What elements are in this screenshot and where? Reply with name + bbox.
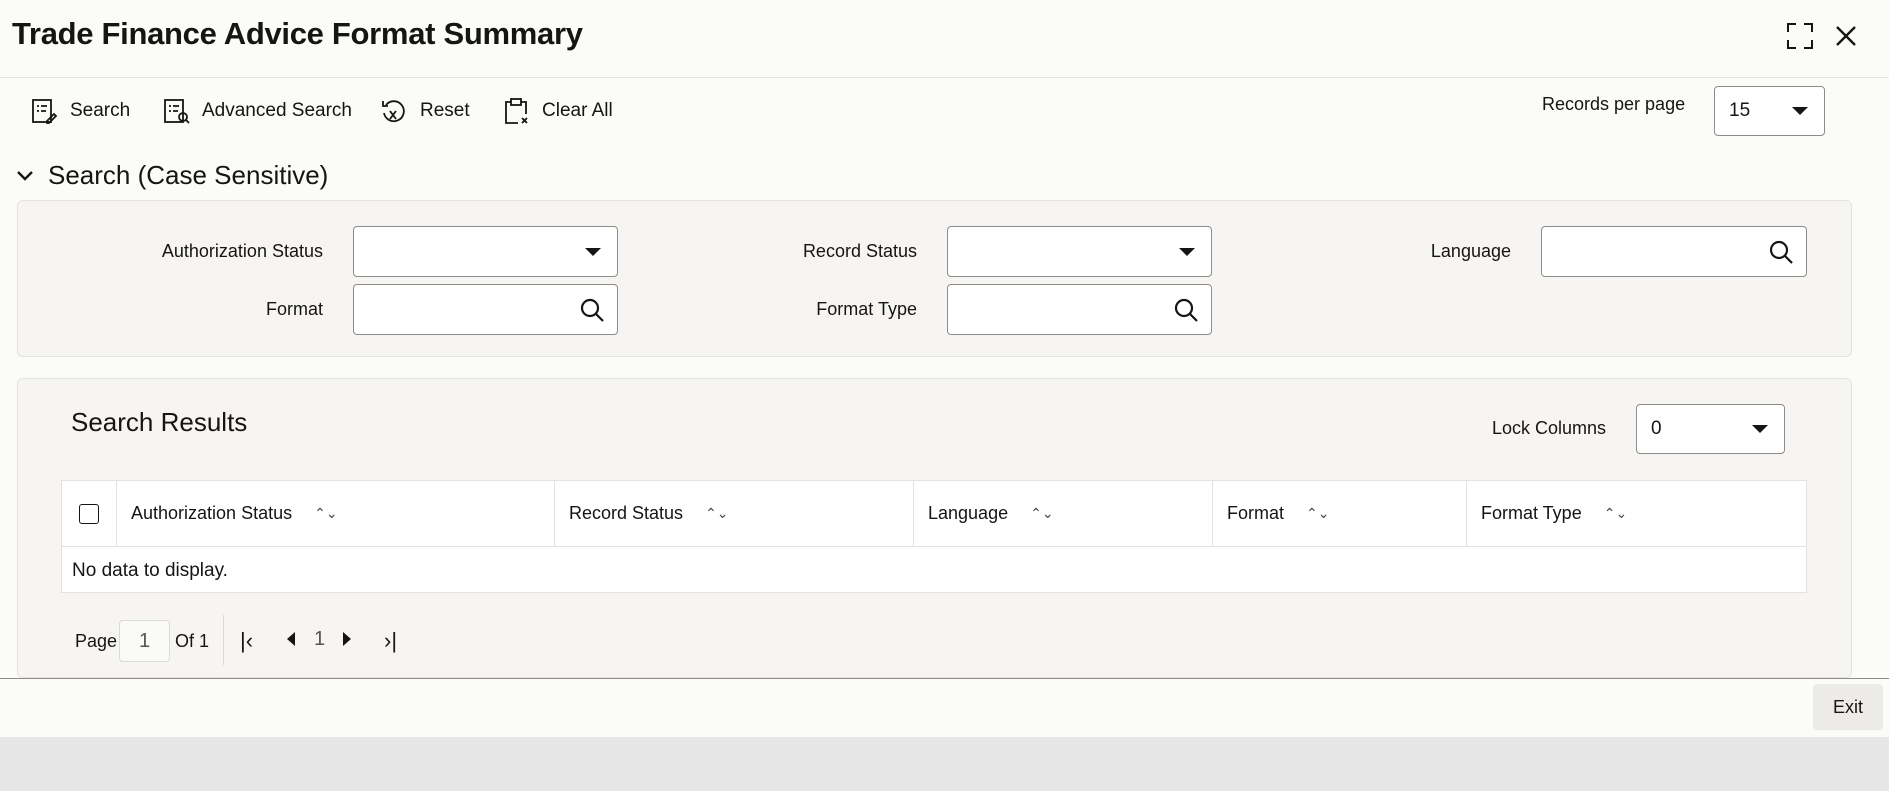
page-count: Of 1: [175, 631, 210, 651]
column-label: Language: [928, 503, 1009, 523]
pagination-divider: [223, 615, 224, 665]
lock-columns-select[interactable]: 0: [1636, 404, 1785, 454]
chevron-down-icon: [585, 247, 601, 256]
column-header-language[interactable]: Language ⌃⌄: [914, 480, 1213, 547]
search-icon[interactable]: [579, 297, 605, 323]
column-header-format-type[interactable]: Format Type ⌃⌄: [1467, 480, 1807, 547]
sort-icon[interactable]: ⌃⌄: [705, 505, 729, 521]
expand-icon[interactable]: [1786, 22, 1814, 50]
search-icon[interactable]: [1768, 239, 1794, 265]
format-label: Format: [265, 299, 323, 319]
sort-icon[interactable]: ⌃⌄: [1306, 505, 1330, 521]
search-section-title: Search (Case Sensitive): [48, 160, 329, 190]
chevron-down-icon: [1179, 247, 1195, 256]
select-all-checkbox-cell: [61, 480, 117, 547]
search-icon[interactable]: [1173, 297, 1199, 323]
clear-all-button[interactable]: Clear All: [502, 96, 613, 126]
next-page-icon[interactable]: [343, 632, 351, 646]
search-form-icon: [30, 97, 58, 125]
footer-bar: [0, 737, 1889, 791]
search-button[interactable]: Search: [30, 96, 130, 126]
search-panel: [17, 200, 1852, 357]
advanced-search-label: Advanced Search: [202, 100, 352, 121]
column-label: Authorization Status: [131, 503, 293, 523]
reset-label: Reset: [420, 100, 470, 121]
record-status-select[interactable]: [947, 226, 1212, 277]
lock-columns-value: 0: [1651, 418, 1662, 439]
current-page: 1: [314, 628, 326, 650]
search-section-toggle[interactable]: Search (Case Sensitive): [16, 160, 328, 191]
clipboard-clear-icon: [502, 97, 530, 125]
language-label: Language: [1430, 241, 1511, 261]
previous-page-icon[interactable]: [287, 632, 295, 646]
record-status-label: Record Status: [802, 241, 917, 261]
page-input[interactable]: 1: [119, 620, 170, 662]
clear-all-label: Clear All: [542, 100, 613, 121]
format-type-label: Format Type: [816, 299, 917, 319]
column-label: Format Type: [1481, 503, 1582, 523]
first-page-icon[interactable]: |‹: [240, 628, 254, 653]
sort-icon[interactable]: ⌃⌄: [314, 505, 338, 521]
footer-divider: [0, 678, 1889, 679]
format-input[interactable]: [353, 284, 618, 335]
sort-icon[interactable]: ⌃⌄: [1603, 505, 1628, 521]
results-title: Search Results: [71, 407, 248, 437]
language-input[interactable]: [1541, 226, 1807, 277]
column-label: Format: [1227, 503, 1285, 523]
column-header-record-status[interactable]: Record Status ⌃⌄: [555, 480, 914, 547]
records-per-page-label: Records per page: [1542, 94, 1686, 114]
format-type-input[interactable]: [947, 284, 1212, 335]
select-all-checkbox[interactable]: [79, 503, 99, 524]
reset-icon: [380, 97, 408, 125]
column-header-format[interactable]: Format ⌃⌄: [1213, 480, 1467, 547]
authorization-status-label: Authorization Status: [161, 241, 323, 261]
authorization-status-select[interactable]: [353, 226, 618, 277]
page-label: Page: [75, 631, 118, 651]
close-icon[interactable]: [1834, 24, 1858, 48]
exit-button[interactable]: Exit: [1813, 684, 1883, 730]
chevron-down-icon: [17, 170, 33, 181]
column-label: Record Status: [569, 503, 684, 523]
advanced-search-icon: [162, 97, 190, 125]
search-button-label: Search: [70, 100, 131, 121]
page-title: Trade Finance Advice Format Summary: [12, 16, 583, 51]
column-header-authorization-status[interactable]: Authorization Status ⌃⌄: [117, 480, 555, 547]
header-divider: [0, 77, 1889, 78]
table-divider: [61, 546, 1807, 547]
advanced-search-button[interactable]: Advanced Search: [162, 96, 352, 126]
lock-columns-label: Lock Columns: [1491, 418, 1606, 438]
records-per-page-select[interactable]: 15: [1714, 86, 1825, 136]
last-page-icon[interactable]: ›|: [384, 628, 398, 653]
records-per-page-value: 15: [1729, 100, 1751, 121]
sort-icon[interactable]: ⌃⌄: [1030, 505, 1054, 521]
empty-message: No data to display.: [72, 560, 228, 581]
chevron-down-icon: [1752, 425, 1768, 433]
results-table: [61, 480, 1807, 593]
reset-button[interactable]: Reset: [380, 96, 470, 126]
chevron-down-icon: [1792, 107, 1808, 115]
